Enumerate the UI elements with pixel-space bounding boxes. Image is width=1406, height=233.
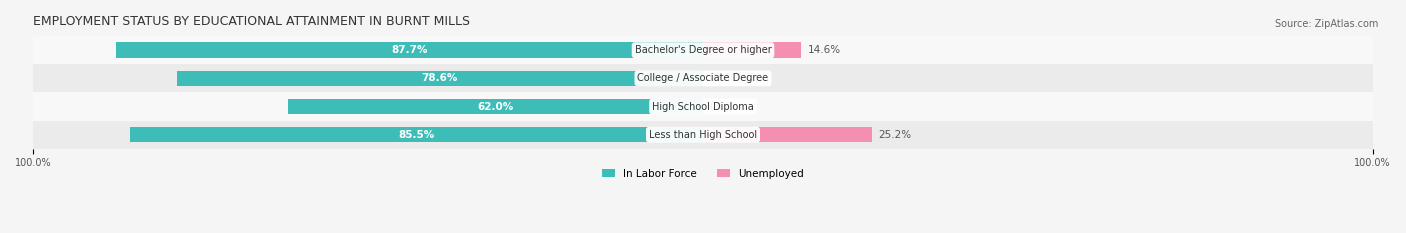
Text: Source: ZipAtlas.com: Source: ZipAtlas.com xyxy=(1274,19,1378,29)
Bar xyxy=(703,42,801,58)
Text: 14.6%: 14.6% xyxy=(807,45,841,55)
Text: 85.5%: 85.5% xyxy=(398,130,434,140)
Bar xyxy=(177,71,703,86)
Bar xyxy=(115,42,703,58)
Bar xyxy=(34,121,1372,149)
Text: 62.0%: 62.0% xyxy=(477,102,513,112)
Text: EMPLOYMENT STATUS BY EDUCATIONAL ATTAINMENT IN BURNT MILLS: EMPLOYMENT STATUS BY EDUCATIONAL ATTAINM… xyxy=(34,15,471,28)
Text: 25.2%: 25.2% xyxy=(879,130,911,140)
Bar xyxy=(288,99,703,114)
Text: Less than High School: Less than High School xyxy=(650,130,756,140)
Text: College / Associate Degree: College / Associate Degree xyxy=(637,73,769,83)
Text: 87.7%: 87.7% xyxy=(391,45,427,55)
Bar xyxy=(131,127,703,142)
Text: Bachelor's Degree or higher: Bachelor's Degree or higher xyxy=(634,45,772,55)
Bar xyxy=(34,93,1372,121)
Bar xyxy=(34,36,1372,64)
Text: High School Diploma: High School Diploma xyxy=(652,102,754,112)
Text: 0.0%: 0.0% xyxy=(710,73,735,83)
Text: 0.0%: 0.0% xyxy=(710,102,735,112)
Legend: In Labor Force, Unemployed: In Labor Force, Unemployed xyxy=(598,165,808,183)
Bar xyxy=(34,64,1372,93)
Text: 78.6%: 78.6% xyxy=(422,73,458,83)
Bar xyxy=(703,127,872,142)
